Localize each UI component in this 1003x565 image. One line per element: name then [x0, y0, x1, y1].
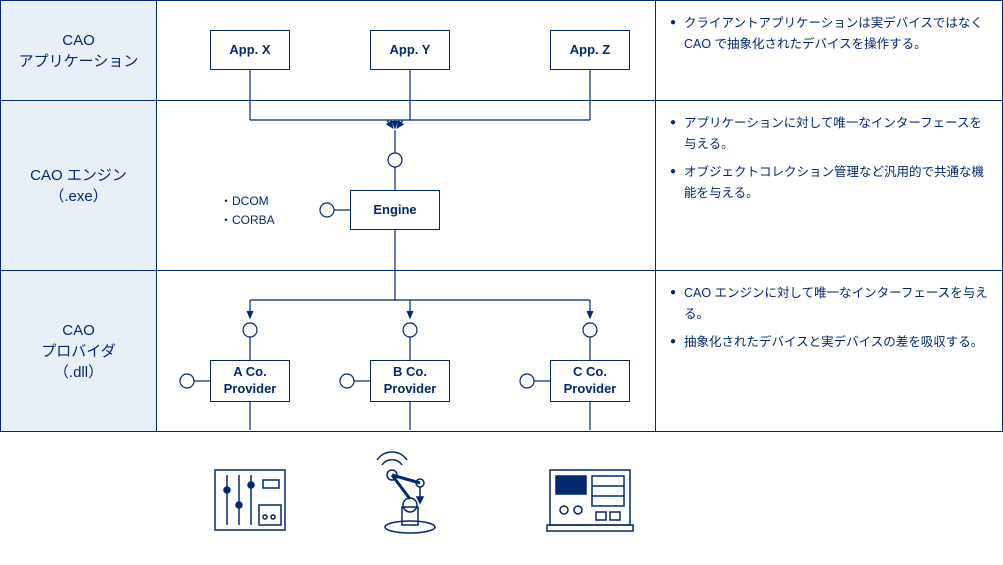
desc-provider: CAO エンジンに対して唯一なインターフェースを与える。 抽象化されたデバイスと… [656, 271, 1002, 431]
app-z-label: App. Z [570, 42, 610, 59]
box-provider-b: B Co. Provider [370, 360, 450, 402]
box-engine: Engine [350, 190, 440, 230]
label-application: CAO アプリケーション [1, 1, 156, 100]
label-prov-line2: プロバイダ [41, 341, 115, 362]
desc-application: クライアントアプリケーションは実デバイスではなく CAO で抽象化されたデバイス… [656, 1, 1002, 100]
engine-label: Engine [373, 202, 416, 219]
diagram-boxes-layer: App. X App. Y App. Z ・DCOM ・CORBA Engine… [155, 0, 655, 430]
desc-app-1: クライアントアプリケーションは実デバイスではなく CAO で抽象化されたデバイス… [670, 13, 988, 56]
rack-icon [215, 470, 285, 530]
box-provider-a: A Co. Provider [210, 360, 290, 402]
desc-engine-2: オブジェクトコレクション管理など汎用的で共通な機能を与える。 [670, 162, 988, 205]
middleware-list: ・DCOM ・CORBA [220, 192, 275, 230]
app-x-label: App. X [229, 42, 270, 59]
box-app-x: App. X [210, 30, 290, 70]
desc-engine: アプリケーションに対して唯一なインターフェースを与える。 オブジェクトコレクショ… [656, 101, 1002, 270]
device-icons [155, 430, 655, 560]
robot-arm-icon [377, 452, 435, 533]
box-app-y: App. Y [370, 30, 450, 70]
middleware-2: ・CORBA [220, 211, 275, 230]
prov-b-label: B Co. Provider [384, 364, 437, 398]
label-app-line1: CAO [62, 30, 95, 51]
box-provider-c: C Co. Provider [550, 360, 630, 402]
label-provider: CAO プロバイダ （.dll） [1, 271, 156, 431]
machine-icon [547, 470, 633, 531]
prov-a-label: A Co. Provider [224, 364, 277, 398]
label-engine-line1: CAO エンジン [30, 165, 127, 186]
desc-engine-1: アプリケーションに対して唯一なインターフェースを与える。 [670, 113, 988, 156]
app-y-label: App. Y [390, 42, 431, 59]
label-engine-line2: （.exe） [49, 186, 107, 207]
prov-c-label: C Co. Provider [564, 364, 617, 398]
device-svg [155, 430, 655, 560]
middleware-1: ・DCOM [220, 192, 275, 211]
label-engine: CAO エンジン （.exe） [1, 101, 156, 270]
label-app-line2: アプリケーション [19, 51, 139, 72]
label-prov-line1: CAO [62, 320, 95, 341]
desc-prov-1: CAO エンジンに対して唯一なインターフェースを与える。 [670, 283, 988, 326]
box-app-z: App. Z [550, 30, 630, 70]
label-prov-line3: （.dll） [54, 362, 103, 383]
desc-prov-2: 抽象化されたデバイスと実デバイスの差を吸収する。 [670, 332, 988, 353]
